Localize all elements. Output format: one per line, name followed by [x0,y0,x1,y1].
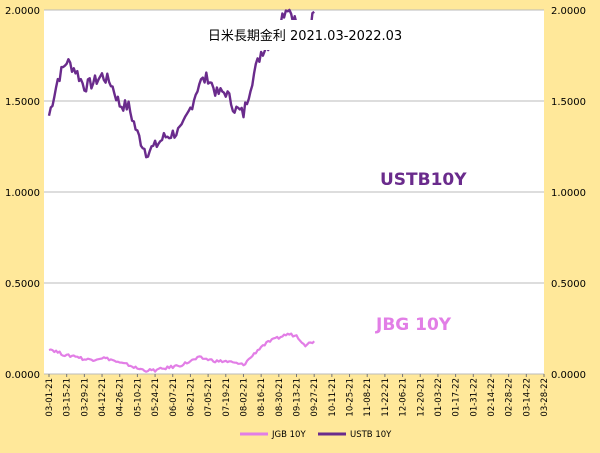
x-tick-label: 10-11-21 [328,378,338,417]
x-tick-label: 03-28-22 [540,378,550,417]
x-tick-label: 07-19-21 [222,378,232,417]
x-tick-label: 04-12-21 [98,378,108,417]
y-tick-right: 1.0000 [551,188,586,199]
x-tick-label: 02-28-22 [505,378,515,417]
y-tick-left: 0.0000 [5,370,40,381]
x-tick-label: 08-02-21 [239,378,249,417]
x-tick-label: 01-17-22 [452,378,462,417]
x-tick-label: 11-08-21 [363,378,373,417]
gridlines [44,9,544,375]
ustb-annotation: USTB10Y [380,170,467,190]
y-tick-right: 1.5000 [551,97,586,108]
x-tick-label: 03-01-21 [45,378,55,417]
x-tick-label: 10-25-21 [346,378,356,417]
y-tick-left: 1.5000 [5,97,40,108]
x-tick-label: 05-24-21 [151,378,161,417]
chart-title: 日米長期金利 2021.03-2022.03 [208,28,402,44]
y-tick-right: 2.0000 [551,6,586,17]
x-tick-label: 12-20-21 [416,378,426,417]
legend: JGB 10Y USTB 10Y [240,430,392,440]
legend-label-jgb: JGB 10Y [271,430,306,440]
x-tick-label: 08-16-21 [257,378,267,417]
x-tick-label: 08-30-21 [275,378,285,417]
title-box [200,20,410,50]
legend-label-ustb: USTB 10Y [350,430,392,440]
y-tick-right: 0.5000 [551,279,586,290]
x-tick-label: 06-21-21 [186,378,196,417]
y-tick-left: 2.0000 [5,6,40,17]
y-tick-left: 1.0000 [5,188,40,199]
x-tick-label: 12-06-21 [399,378,409,417]
x-tick-label: 07-05-21 [204,378,214,417]
jgb-annotation: JBG 10Y [375,315,452,335]
x-axis: 03-01-21 03-15-21 03-29-21 04-12-21 04-26-21… [45,374,550,417]
y-axis-right: 0.0000 0.5000 1.0000 1.5000 2.0000 [551,6,586,381]
x-tick-label: 01-31-22 [469,378,479,417]
x-tick-label: 05-10-21 [133,378,143,417]
x-tick-label: 11-22-21 [381,378,391,417]
x-tick-label: 02-14-22 [487,378,497,417]
y-axis-left: 0.0000 0.5000 1.0000 1.5000 2.0000 [5,6,40,381]
y-tick-right: 0.0000 [551,370,586,381]
x-tick-label: 01-03-22 [434,378,444,417]
x-tick-label: 09-27-21 [310,378,320,417]
y-tick-left: 0.5000 [5,279,40,290]
x-tick-label: 03-29-21 [80,378,90,417]
series-line-jgb [48,332,315,373]
x-tick-label: 09-13-21 [293,378,303,417]
x-tick-label: 03-15-21 [63,378,73,417]
x-tick-label: 04-26-21 [116,378,126,417]
x-tick-label: 06-07-21 [169,378,179,417]
x-tick-label: 03-14-22 [522,378,532,417]
